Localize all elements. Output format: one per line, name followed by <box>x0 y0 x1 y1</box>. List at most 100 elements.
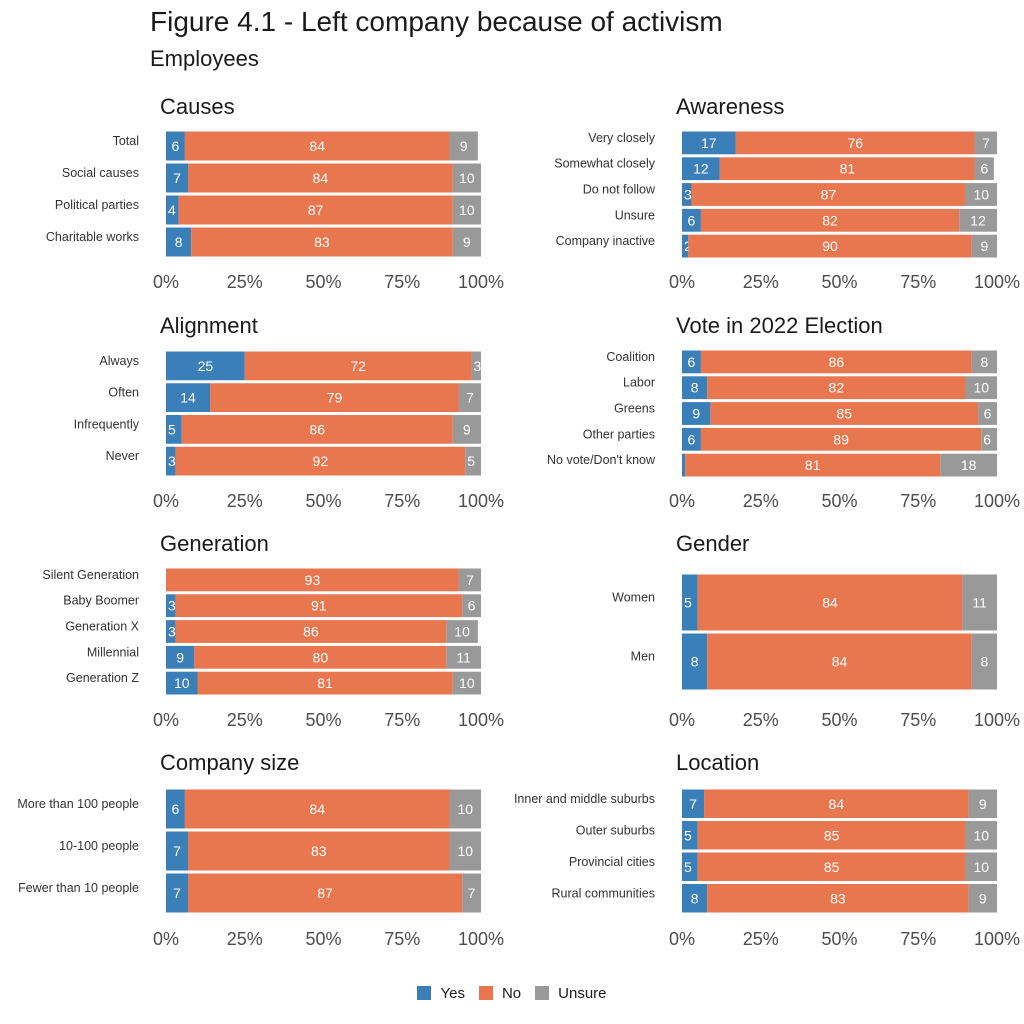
category-label: Rural communities <box>551 886 655 900</box>
category-label: Unsure <box>615 208 655 222</box>
data-label-no: 82 <box>822 212 838 228</box>
bar-segment-yes <box>166 645 195 669</box>
data-label-no: 72 <box>350 358 366 374</box>
data-label-no: 83 <box>311 843 327 859</box>
x-tick-label: 75% <box>384 929 420 949</box>
data-label-yes: 5 <box>684 595 692 611</box>
category-label: Social causes <box>62 166 139 180</box>
data-label-unsure: 10 <box>457 801 473 817</box>
x-tick-label: 100% <box>974 929 1020 949</box>
data-label-yes: 3 <box>168 453 176 469</box>
bar-segment-no <box>175 620 447 643</box>
data-label-unsure: 7 <box>466 390 474 406</box>
bar-segment-yes <box>682 852 698 881</box>
data-label-unsure: 9 <box>979 890 987 906</box>
category-label: Do not follow <box>583 183 656 197</box>
data-label-yes: 10 <box>174 675 190 691</box>
data-label-unsure: 12 <box>970 212 986 228</box>
bar-segment-no <box>181 415 453 444</box>
bar-segment-no <box>707 884 969 913</box>
bar-segment-no <box>175 594 463 618</box>
category-label: Inner and middle suburbs <box>514 792 655 806</box>
x-tick-label: 100% <box>458 491 504 511</box>
x-tick-label: 100% <box>458 710 504 730</box>
panel-title: Alignment <box>160 313 258 338</box>
data-label-yes: 12 <box>693 161 709 177</box>
bar-segment-no <box>707 633 972 690</box>
legend-swatch-no <box>478 986 493 1000</box>
bar-segment-no <box>697 821 966 850</box>
bar-segment-unsure <box>462 594 481 618</box>
bar-segment-no <box>685 453 941 477</box>
bar-segment-unsure <box>452 415 481 444</box>
data-label-no: 84 <box>309 138 325 154</box>
data-label-unsure: 10 <box>973 187 989 203</box>
data-label-unsure: 10 <box>459 202 475 218</box>
category-label: Other parties <box>583 427 655 441</box>
legend-swatch-yes <box>417 986 432 1000</box>
x-tick-label: 75% <box>900 710 936 730</box>
x-tick-label: 0% <box>153 929 179 949</box>
data-label-no: 84 <box>313 170 329 186</box>
bar-segment-yes <box>682 789 705 818</box>
bar-segment-no <box>700 427 982 451</box>
x-tick-label: 0% <box>669 272 695 292</box>
data-label-yes: 6 <box>688 212 696 228</box>
bar-segment-yes <box>682 350 701 374</box>
bar-segment-yes <box>166 131 185 161</box>
bar-segment-no <box>691 183 966 206</box>
x-tick-label: 100% <box>458 929 504 949</box>
category-label: Men <box>631 650 655 664</box>
data-label-yes: 7 <box>173 843 181 859</box>
data-label-yes: 6 <box>172 801 180 817</box>
data-label-no: 84 <box>309 801 325 817</box>
bar-segment-yes <box>166 873 189 913</box>
data-label-unsure: 9 <box>463 234 471 250</box>
bar-segment-no <box>178 195 453 225</box>
bar-segment-no <box>184 789 450 829</box>
data-label-no: 86 <box>303 624 319 640</box>
bar-segment-yes <box>682 633 708 690</box>
data-label-unsure: 11 <box>456 649 471 665</box>
bar-segment-yes <box>166 163 189 193</box>
data-label-no: 83 <box>830 890 846 906</box>
bar-segment-no <box>735 131 975 155</box>
x-tick-label: 100% <box>974 272 1020 292</box>
bar-segment-no <box>166 568 459 592</box>
x-tick-label: 25% <box>227 491 263 511</box>
data-label-unsure: 9 <box>463 421 471 437</box>
x-tick-label: 100% <box>458 272 504 292</box>
data-label-no: 84 <box>829 796 845 812</box>
bar-segment-unsure <box>449 131 478 161</box>
bar-segment-unsure <box>965 852 997 881</box>
data-label-unsure: 7 <box>466 572 474 588</box>
bar-segment-yes <box>166 789 185 829</box>
data-label-no: 79 <box>327 390 343 406</box>
legend-label-yes: Yes <box>440 984 465 1002</box>
category-label: Greens <box>614 402 655 416</box>
bar-segment-yes <box>166 446 176 476</box>
bar-segment-yes <box>166 594 176 618</box>
x-tick-label: 50% <box>821 710 857 730</box>
legend-label-unsure: Unsure <box>558 984 607 1002</box>
bar-segment-no <box>210 383 459 412</box>
data-label-unsure: 8 <box>981 354 989 370</box>
bar-segment-unsure <box>449 789 481 829</box>
data-label-no: 83 <box>314 234 330 250</box>
category-label: Provincial cities <box>569 855 655 869</box>
category-label: Silent Generation <box>42 568 139 582</box>
bar-segment-unsure <box>962 574 997 631</box>
x-tick-label: 25% <box>743 710 779 730</box>
bar-segment-yes <box>166 415 182 444</box>
category-label: Somewhat closely <box>554 157 655 171</box>
category-label: Often <box>108 386 139 400</box>
data-label-unsure: 7 <box>982 135 990 151</box>
bar-segment-no <box>197 671 453 695</box>
bar-segment-unsure <box>974 157 994 181</box>
category-label: Never <box>106 449 139 463</box>
x-tick-label: 0% <box>669 710 695 730</box>
x-tick-label: 0% <box>153 491 179 511</box>
data-label-yes: 3 <box>168 598 176 614</box>
data-label-no: 85 <box>824 859 840 875</box>
